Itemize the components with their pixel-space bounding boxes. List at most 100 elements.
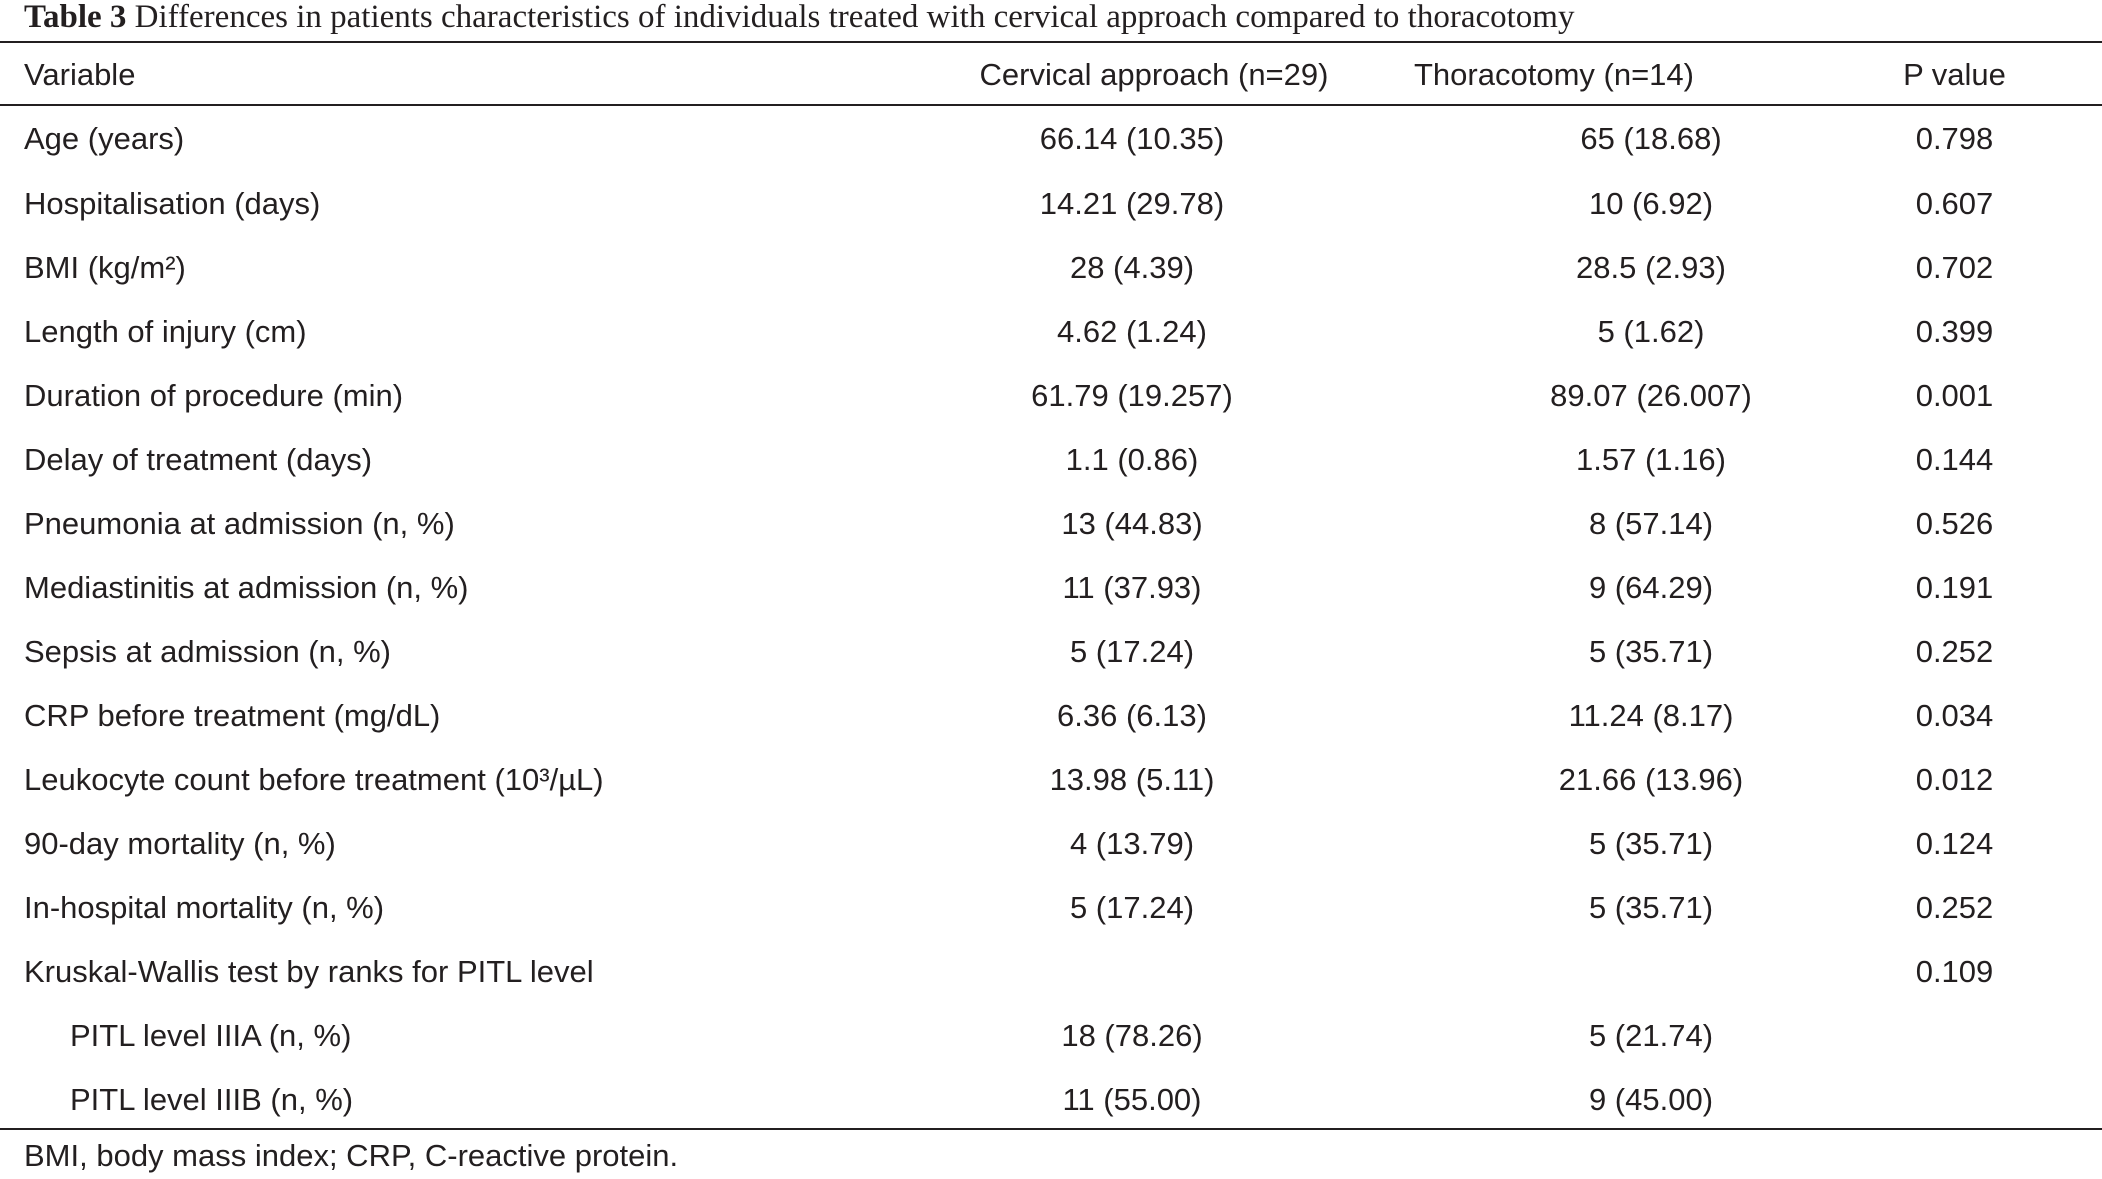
cell-thoracotomy: 89.07 (26.007) <box>1379 364 1829 428</box>
table-row: CRP before treatment (mg/dL) 6.36 (6.13) 1… <box>0 684 2102 748</box>
cell-variable: Delay of treatment (days) <box>0 428 929 492</box>
table-row: Length of injury (cm) 4.62 (1.24) 5 (1.62)… <box>0 300 2102 364</box>
top-rule <box>0 41 2102 43</box>
thoracotomy-value: 5 (21.74) <box>1588 1018 1714 1053</box>
cell-variable: Duration of procedure (min) <box>0 364 929 428</box>
cell-p-value: 0.399 <box>1915 314 1994 349</box>
header-row: Variable Cervical approach (n=29) Thorac… <box>0 43 2102 106</box>
cervical-value: 13.98 (5.11) <box>1049 762 1215 797</box>
cell-cervical: 18 (78.26) <box>929 1004 1379 1068</box>
variable-label: In-hospital mortality (n, %) <box>24 890 385 925</box>
thoracotomy-value: 9 (64.29) <box>1588 570 1714 605</box>
table-row: Age (years) 66.14 (10.35) 65 (18.68) 0.798 <box>0 106 2102 172</box>
cervical-value: 4 (13.79) <box>1069 826 1195 861</box>
cell-thoracotomy: 11.24 (8.17) <box>1379 684 1829 748</box>
cervical-value: 61.79 (19.257) <box>1031 378 1233 413</box>
header-cervical: Cervical approach (n=29) <box>979 56 1329 92</box>
table-row: Sepsis at admission (n, %) 5 (17.24) 5 (35… <box>0 620 2102 684</box>
thoracotomy-value: 21.66 (13.96) <box>1558 762 1744 797</box>
table-row: Delay of treatment (days) 1.1 (0.86) 1.57 … <box>0 428 2102 492</box>
thoracotomy-value: 1.57 (1.16) <box>1576 442 1726 477</box>
table-body: Age (years) 66.14 (10.35) 65 (18.68) 0.798 H… <box>0 106 2102 1132</box>
table-number: Table 3 <box>24 0 127 35</box>
cervical-value: 13 (44.83) <box>1061 506 1203 541</box>
thoracotomy-value: 5 (1.62) <box>1597 314 1705 349</box>
cell-p-value <box>1829 1004 2102 1068</box>
thoracotomy-value: 9 (45.00) <box>1588 1082 1714 1117</box>
cell-p-value: 0.191 <box>1915 570 1994 605</box>
cervical-value: 5 (17.24) <box>1069 634 1195 669</box>
cell-variable: Sepsis at admission (n, %) <box>0 620 929 684</box>
cell-thoracotomy: 5 (35.71) <box>1379 812 1829 876</box>
cell-cervical: 5 (17.24) <box>929 876 1379 940</box>
cell-variable: Age (years) <box>0 106 929 172</box>
cell-variable: PITL level IIIA (n, %) <box>0 1004 929 1068</box>
cell-p-value: 0.252 <box>1915 634 1994 669</box>
cervical-value: 11 (55.00) <box>1062 1082 1202 1117</box>
table-title: Differences in patients characteristics … <box>134 0 1575 35</box>
cell-thoracotomy: 65 (18.68) <box>1379 106 1829 172</box>
cervical-value: 5 (17.24) <box>1069 890 1195 925</box>
cell-p-value: 0.034 <box>1915 698 1994 733</box>
cell-p-value: 0.798 <box>1915 121 1994 156</box>
thoracotomy-value: 89.07 (26.007) <box>1550 378 1752 413</box>
cell-p-value: 0.109 <box>1915 954 1994 989</box>
cell-cervical: 11 (37.93) <box>929 556 1379 620</box>
variable-label: PITL level IIIA (n, %) <box>70 1018 352 1053</box>
cell-p-value <box>1829 1068 2102 1132</box>
table-row: Duration of procedure (min) 61.79 (19.257… <box>0 364 2102 428</box>
cell-variable: PITL level IIIB (n, %) <box>0 1068 929 1132</box>
table-row: Pneumonia at admission (n, %) 13 (44.83) 8… <box>0 492 2102 556</box>
cell-variable: In-hospital mortality (n, %) <box>0 876 929 940</box>
variable-label: Hospitalisation (days) <box>24 186 321 221</box>
variable-label: Leukocyte count before treatment (10³/µL… <box>24 762 604 797</box>
cell-cervical: 61.79 (19.257) <box>929 364 1379 428</box>
variable-label: Duration of procedure (min) <box>24 378 404 413</box>
cell-variable: Mediastinitis at admission (n, %) <box>0 556 929 620</box>
thoracotomy-value: 11.24 (8.17) <box>1568 698 1734 733</box>
cell-p-value: 0.607 <box>1915 186 1994 221</box>
thoracotomy-value: 8 (57.14) <box>1588 506 1714 541</box>
variable-label: CRP before treatment (mg/dL) <box>24 698 441 733</box>
cell-thoracotomy: 5 (21.74) <box>1379 1004 1829 1068</box>
cell-cervical: 5 (17.24) <box>929 620 1379 684</box>
cell-cervical: 4.62 (1.24) <box>929 300 1379 364</box>
cell-cervical <box>929 940 1379 1004</box>
cell-cervical: 14.21 (29.78) <box>929 172 1379 236</box>
cell-thoracotomy: 9 (64.29) <box>1379 556 1829 620</box>
cell-variable: Hospitalisation (days) <box>0 172 929 236</box>
cell-p-value: 0.702 <box>1915 250 1994 285</box>
header-p-value: P value <box>1903 56 2006 92</box>
thoracotomy-value: 10 (6.92) <box>1588 186 1714 221</box>
thoracotomy-value: 5 (35.71) <box>1588 826 1714 861</box>
table-row: In-hospital mortality (n, %) 5 (17.24) 5 (… <box>0 876 2102 940</box>
thoracotomy-value: 5 (35.71) <box>1588 634 1714 669</box>
cervical-value: 4.62 (1.24) <box>1057 314 1207 349</box>
cell-cervical: 1.1 (0.86) <box>929 428 1379 492</box>
cell-variable: 90-day mortality (n, %) <box>0 812 929 876</box>
variable-label: Sepsis at admission (n, %) <box>24 634 391 669</box>
table-row: Kruskal-Wallis test by ranks for PITL le… <box>0 940 2102 1004</box>
cell-thoracotomy: 5 (1.62) <box>1379 300 1829 364</box>
table-row: PITL level IIIB (n, %) 11 (55.00) 9 (45.00… <box>0 1068 2102 1132</box>
variable-label: Age (years) <box>24 121 185 156</box>
table-row: Hospitalisation (days) 14.21 (29.78) 10 (6… <box>0 172 2102 236</box>
table-row: PITL level IIIA (n, %) 18 (78.26) 5 (21.74… <box>0 1004 2102 1068</box>
cell-cervical: 4 (13.79) <box>929 812 1379 876</box>
cell-cervical: 13.98 (5.11) <box>929 748 1379 812</box>
cell-variable: Length of injury (cm) <box>0 300 929 364</box>
cell-p-value: 0.124 <box>1915 826 1994 861</box>
variable-label: BMI (kg/m²) <box>24 250 186 285</box>
cell-p-value: 0.526 <box>1915 506 1994 541</box>
patient-characteristics-table: Variable Cervical approach (n=29) Thorac… <box>0 43 2102 1132</box>
cell-thoracotomy: 5 (35.71) <box>1379 620 1829 684</box>
cell-thoracotomy <box>1379 940 1829 1004</box>
cervical-value: 1.1 (0.86) <box>1065 442 1199 477</box>
cervical-value: 11 (37.93) <box>1062 570 1202 605</box>
thoracotomy-value: 5 (35.71) <box>1588 890 1714 925</box>
cell-thoracotomy: 1.57 (1.16) <box>1379 428 1829 492</box>
cervical-value: 6.36 (6.13) <box>1057 698 1207 733</box>
cell-cervical: 66.14 (10.35) <box>929 106 1379 172</box>
cell-variable: Leukocyte count before treatment (10³/µL… <box>0 748 929 812</box>
table-row: BMI (kg/m²) 28 (4.39) 28.5 (2.93) 0.702 <box>0 236 2102 300</box>
